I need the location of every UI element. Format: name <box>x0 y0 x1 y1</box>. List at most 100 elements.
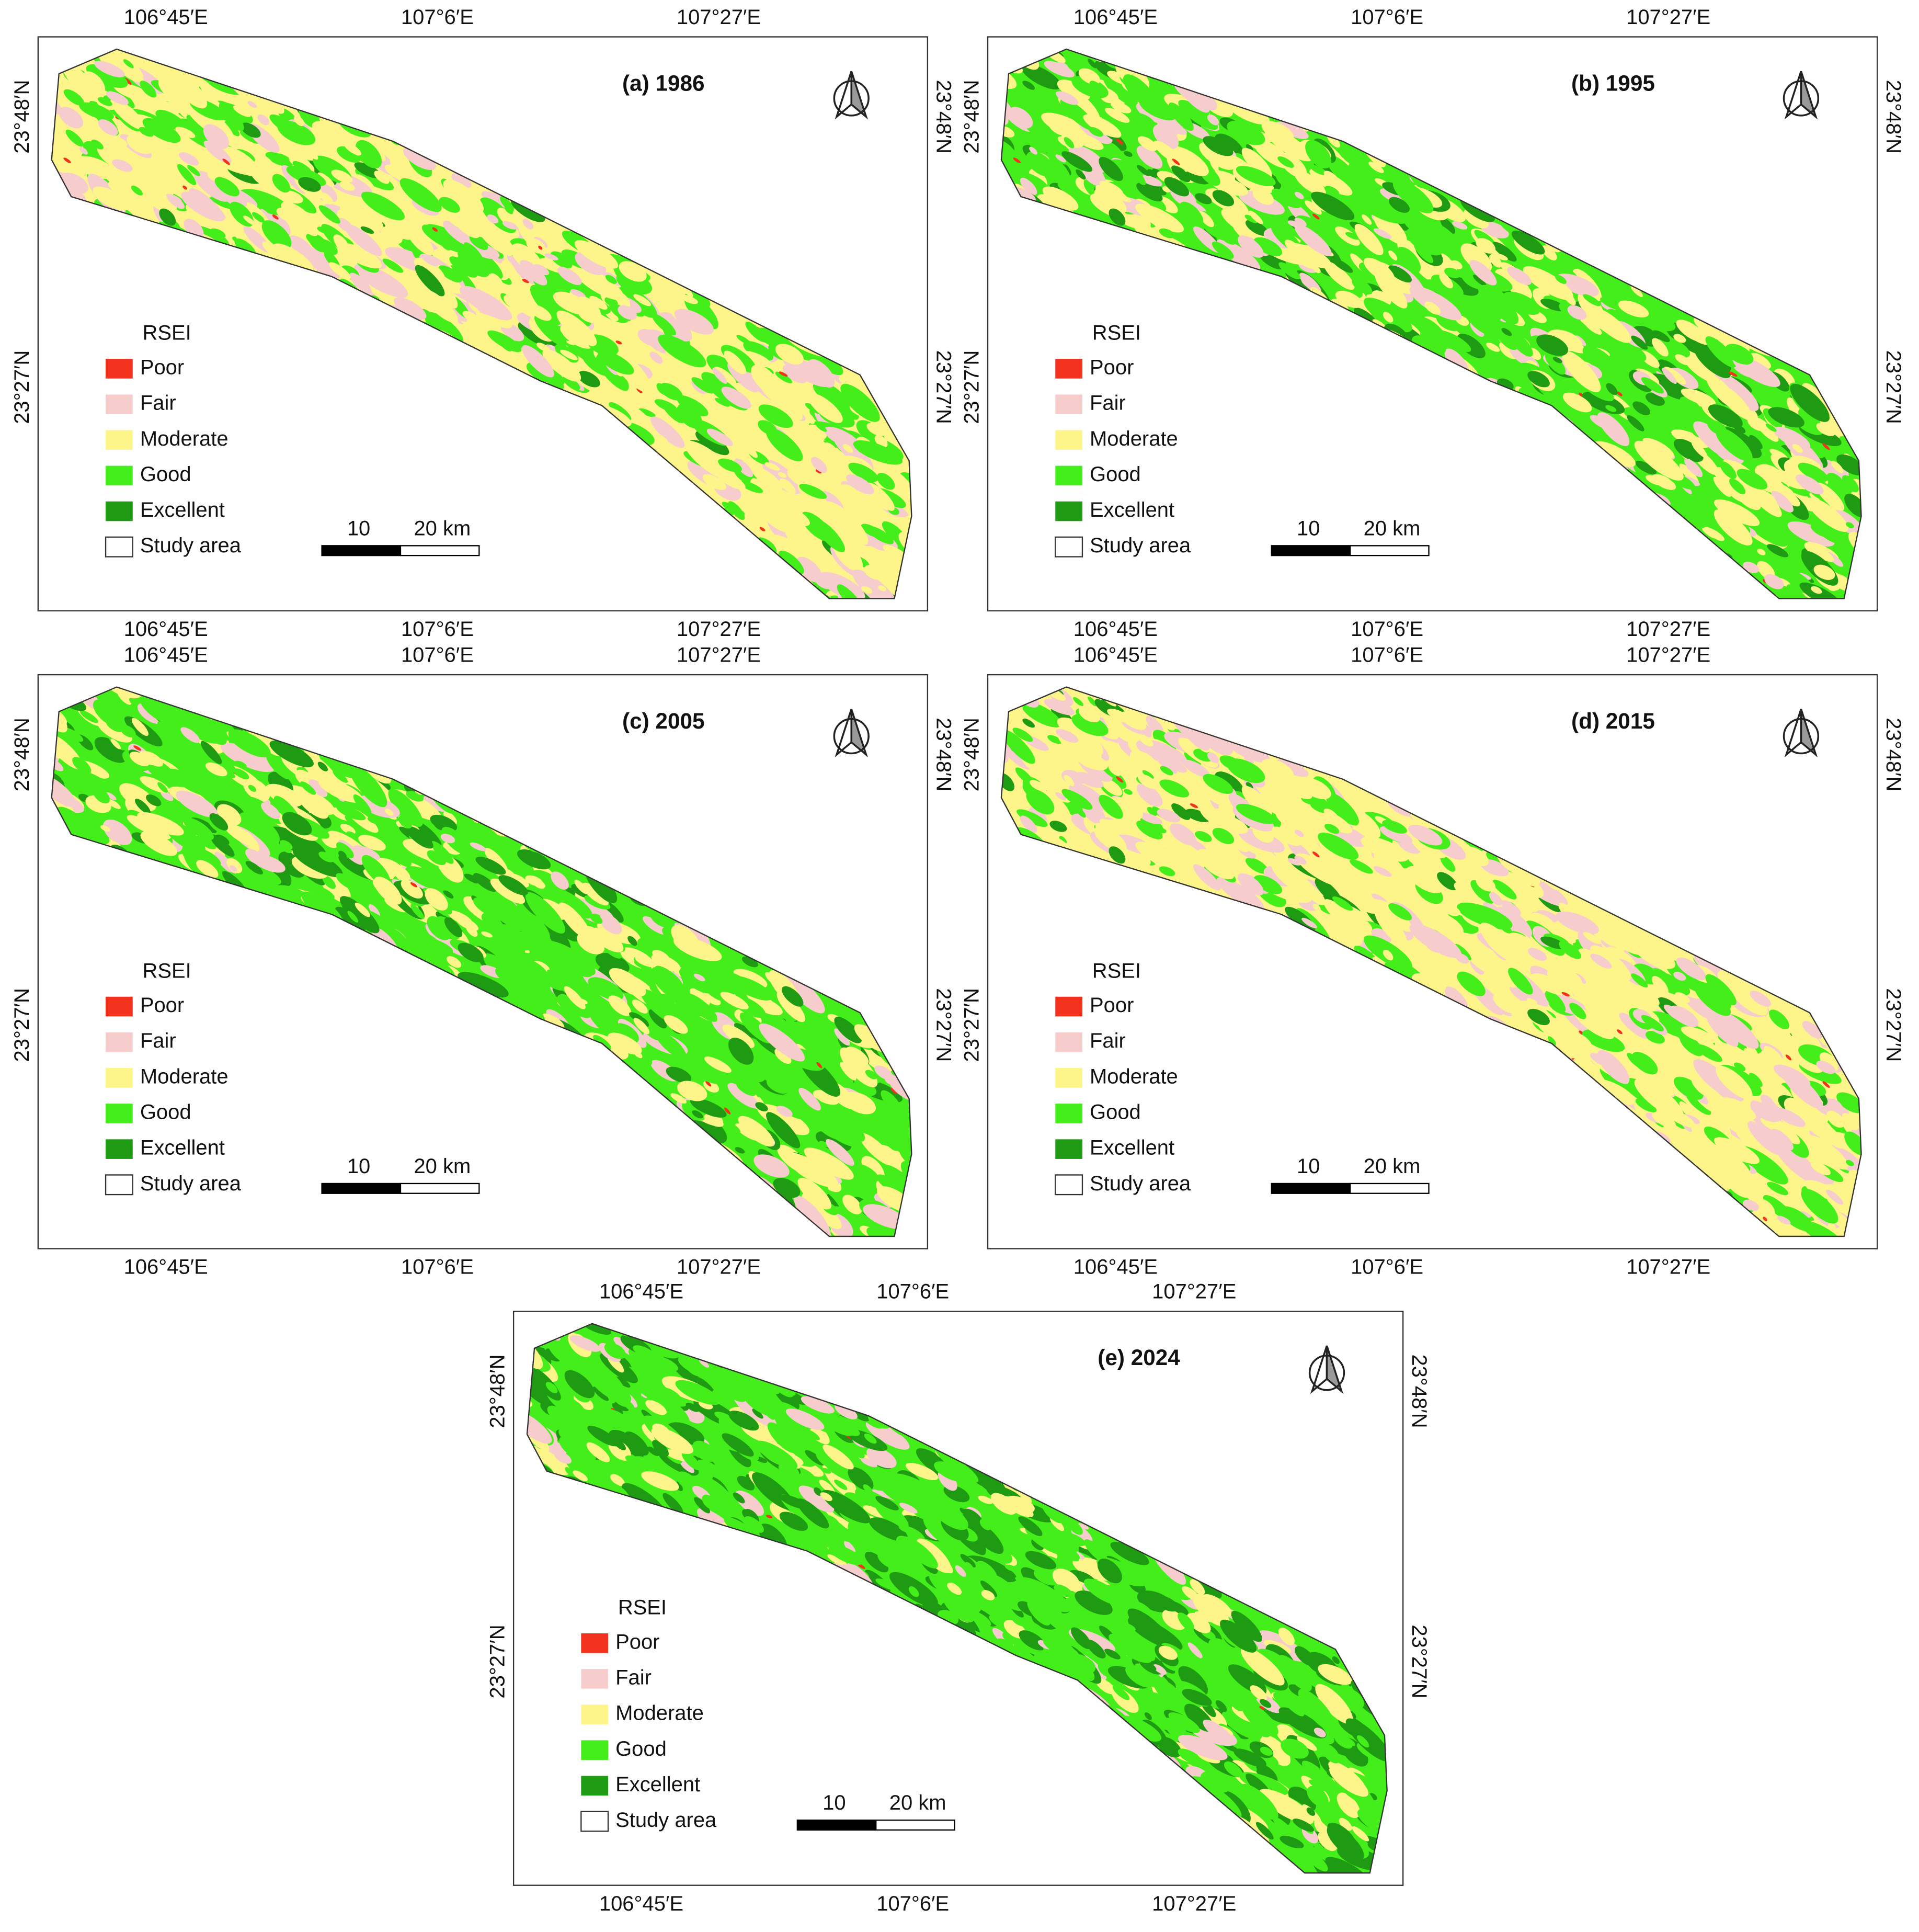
map-patch <box>544 253 558 260</box>
map-patch <box>655 965 683 988</box>
map-patch <box>551 871 569 890</box>
map-patch <box>339 181 355 191</box>
map-patch <box>1619 344 1647 362</box>
map-patch <box>1593 441 1636 468</box>
legend-swatch <box>1055 430 1082 450</box>
map-patch <box>615 340 622 345</box>
map-patch <box>131 185 143 196</box>
map-patch <box>447 956 462 968</box>
map-patch <box>1160 651 1175 662</box>
map-patch <box>406 826 433 849</box>
map-patch <box>543 940 596 976</box>
map-patch <box>1109 208 1126 226</box>
map-patch <box>1768 407 1804 428</box>
map-patch <box>142 118 181 143</box>
map-patch <box>1652 338 1669 357</box>
map-patch <box>340 824 356 835</box>
map-patch <box>318 778 363 803</box>
map-patch <box>804 1147 854 1180</box>
map-patch <box>402 278 423 294</box>
map-patch <box>842 1195 862 1214</box>
map-patch <box>209 228 226 238</box>
map-patch <box>834 618 869 651</box>
map-patch <box>1630 285 1643 297</box>
map-patch <box>570 289 586 299</box>
map-patch <box>1851 479 1861 501</box>
map-patch <box>1010 2 1040 29</box>
map-patch <box>74 156 116 179</box>
map-patch <box>1714 509 1753 545</box>
map-patch <box>508 941 526 954</box>
map-patch <box>1627 415 1644 431</box>
map-patch <box>150 180 174 196</box>
map-patch <box>1088 696 1097 707</box>
map-patch <box>648 1009 667 1029</box>
map-patch <box>1786 646 1802 657</box>
map-patch <box>1136 183 1163 202</box>
map-patch <box>487 330 522 353</box>
map-patch <box>1754 417 1779 442</box>
map-patch <box>804 412 815 424</box>
map-patch <box>322 875 336 889</box>
map-patch <box>662 1053 672 1060</box>
map-patch <box>94 737 127 763</box>
map-patch <box>1454 306 1471 323</box>
map-patch <box>1792 444 1803 453</box>
map-patch <box>636 388 643 393</box>
map-patch <box>1040 9 1064 27</box>
legend-swatch <box>106 359 133 379</box>
map-patch <box>318 851 334 862</box>
latitude-label: 23°48′N <box>960 80 983 154</box>
map-patch <box>1137 145 1163 169</box>
map-patch <box>877 1126 899 1151</box>
map-patch <box>1016 171 1048 189</box>
map-patch <box>140 81 157 98</box>
map-patch <box>1806 636 1824 654</box>
map-patch <box>1635 460 1657 475</box>
map-patch <box>421 255 438 267</box>
map-patch <box>496 926 533 951</box>
map-patch <box>1345 232 1361 240</box>
map-patch <box>1238 235 1264 258</box>
map-patch <box>355 140 382 169</box>
map-patch <box>1582 346 1615 371</box>
map-patch <box>1070 146 1086 160</box>
map-patch <box>182 817 214 840</box>
panel-title: (c) 2005 <box>622 709 704 733</box>
longitude-label: 107°27′E <box>677 1256 761 1279</box>
map-patch <box>281 190 303 204</box>
map-patch <box>522 279 529 283</box>
map-patch <box>51 126 65 138</box>
map-patch <box>1296 215 1345 249</box>
legend-swatch <box>106 501 133 521</box>
map-patch <box>1567 305 1587 320</box>
map-patch <box>51 8 86 40</box>
map-patch <box>1669 502 1708 529</box>
map-patch <box>1022 81 1035 90</box>
map-patch <box>1606 383 1618 395</box>
map-patch <box>1618 300 1649 317</box>
map-patch <box>852 383 873 401</box>
map-patch <box>1725 344 1754 365</box>
map-patch <box>94 61 125 77</box>
map-patch <box>799 1254 809 1262</box>
map-patch <box>1465 307 1500 337</box>
map-patch <box>1607 309 1636 329</box>
map-patch <box>899 1145 912 1171</box>
map-patch <box>1001 139 1015 155</box>
map-patch <box>317 762 328 771</box>
map-patch <box>1261 152 1270 158</box>
map-patch <box>124 77 132 85</box>
map-patch <box>1749 1073 1763 1087</box>
map-patch <box>792 429 831 455</box>
map-patch <box>349 765 387 808</box>
map-patch <box>1861 652 1872 664</box>
map-patch <box>119 783 156 812</box>
map-patch <box>441 826 470 855</box>
map-patch <box>503 845 522 859</box>
map-patch <box>1469 260 1497 286</box>
map-patch <box>760 509 790 532</box>
map-patch <box>347 911 359 923</box>
map-patch <box>1002 620 1019 632</box>
map-patch <box>634 1051 643 1059</box>
